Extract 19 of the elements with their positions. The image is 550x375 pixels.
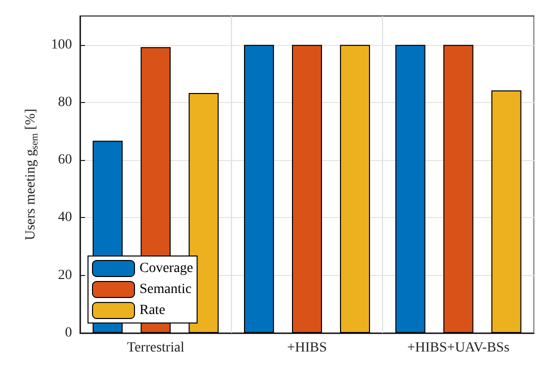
y-tick-label: 20 [58, 268, 72, 283]
legend-label: Semantic [140, 282, 192, 297]
x-tick-label: +HIBS+UAV-BSs [407, 340, 510, 356]
y-tick-label: 0 [65, 326, 72, 340]
bar [292, 44, 322, 333]
bar [395, 44, 426, 333]
bar [491, 90, 522, 333]
y-tick-label: 100 [51, 37, 72, 52]
x-tick-label: Terrestrial [127, 340, 184, 356]
bar [443, 44, 474, 333]
y-axis-title: Users meeting gsem [%] [24, 108, 40, 240]
y-tick-label: 80 [58, 94, 72, 110]
y-tick-label: 40 [58, 210, 72, 226]
legend-label: Rate [140, 303, 166, 318]
bar [340, 44, 370, 333]
bar [244, 44, 274, 333]
x-tick-label: +HIBS [287, 340, 327, 356]
y-tick-label: 60 [58, 152, 72, 168]
legend-label: Coverage [140, 261, 194, 276]
